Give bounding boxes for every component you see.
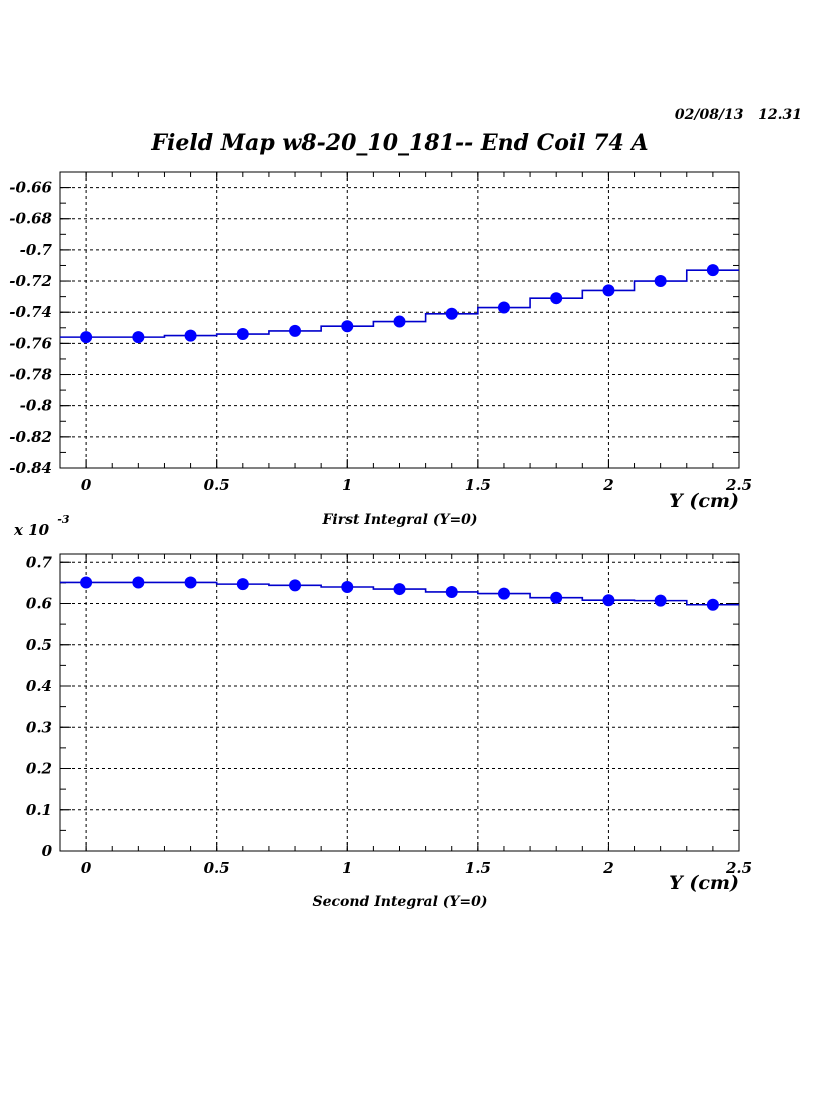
x-tick-label: 0	[81, 476, 92, 494]
plot-frame	[59, 553, 740, 852]
x-tick-label: 2	[602, 476, 613, 494]
series-step-line	[60, 269, 739, 338]
data-point	[445, 585, 458, 598]
y-tick-labels: 0 0.1 0.2 0.3 0.4 0.5 0.6 0.7	[26, 553, 53, 860]
y-tick-label: 0.1	[26, 801, 52, 819]
y-tick-label: -0.7	[20, 241, 53, 259]
data-point	[132, 331, 145, 344]
data-point	[654, 594, 667, 607]
data-point	[236, 578, 249, 591]
y-tick-label: -0.72	[9, 272, 52, 290]
y-tick-label: 0.3	[26, 718, 52, 736]
panel-caption: First Integral (Y=0)	[321, 512, 477, 528]
x-tick-label: 1.5	[465, 476, 491, 494]
data-point	[184, 576, 197, 589]
x-axis-label: Y (cm)	[669, 872, 739, 894]
first-integral-panel: 0 0.5 1 1.5 2 2.5 -0.66-0.68-0.7-0.72-0.74-0.…	[9, 171, 752, 528]
data-point	[289, 579, 302, 592]
data-point	[236, 328, 249, 341]
axis-ticks	[60, 554, 740, 852]
data-point	[706, 264, 719, 277]
y-tick-label: 0.4	[26, 677, 52, 695]
data-point	[654, 275, 667, 288]
data-point	[289, 324, 302, 337]
x-tick-label: 0.5	[204, 859, 230, 877]
y-tick-label: -0.66	[9, 179, 52, 197]
x-tick-label: 2.5	[725, 859, 752, 877]
data-point	[602, 284, 615, 297]
y-multiplier: x 10 -3	[13, 513, 70, 539]
data-point	[341, 320, 354, 333]
data-point	[132, 576, 145, 589]
y-tick-label: -0.78	[9, 366, 52, 384]
y-tick-label: -0.82	[9, 428, 52, 446]
multiplier-base: x 10	[13, 521, 50, 539]
x-tick-label: 0	[81, 859, 92, 877]
step-lines	[60, 581, 739, 606]
y-tick-label: 0.6	[26, 595, 53, 613]
y-tick-label: 0	[42, 842, 53, 860]
data-point	[393, 583, 406, 596]
y-tick-label: 0.2	[26, 760, 52, 778]
data-markers	[80, 264, 719, 344]
y-tick-label: -0.76	[9, 334, 52, 352]
data-point	[706, 598, 719, 611]
plot-frame	[59, 171, 740, 469]
x-axis-label: Y (cm)	[669, 490, 739, 512]
y-tick-labels: -0.66 -0.68 -0.7 -0.72 -0.74 -0.76 -0.78 -0.8 -0…	[9, 179, 52, 477]
y-tick-label: -0.74	[9, 303, 52, 321]
datetime-stamp: 02/08/13 12.31	[675, 107, 802, 123]
panel-caption: Second Integral (Y=0)	[313, 894, 488, 910]
second-integral-panel: x 10 -3 0 0.5 1 1.5 2 2.5 0 0.1 0.2 0.3 0.4 0.5 0.6…	[13, 513, 752, 910]
data-point	[341, 581, 354, 593]
data-point	[550, 591, 563, 604]
y-tick-label: -0.84	[9, 459, 52, 477]
series-step-line	[60, 581, 739, 606]
data-point	[445, 307, 458, 320]
x-tick-label: 1.5	[465, 859, 491, 877]
x-tick-label: 2.5	[725, 476, 752, 494]
data-point	[393, 315, 406, 328]
x-tick-label: 0.5	[204, 476, 230, 494]
y-tick-label: -0.8	[20, 397, 53, 415]
x-tick-label: 2	[602, 859, 613, 877]
figure-title: Field Map w8-20_10_181-- End Coil 74 A	[150, 130, 648, 156]
data-markers	[80, 576, 719, 611]
axis-ticks	[60, 172, 740, 469]
grid-lines	[60, 554, 739, 851]
x-tick-label: 1	[342, 859, 352, 877]
y-tick-label: 0.5	[26, 636, 52, 654]
data-point	[184, 329, 197, 342]
grid-lines	[60, 172, 739, 468]
step-lines	[60, 269, 739, 338]
data-point	[602, 594, 615, 607]
x-tick-label: 1	[342, 476, 352, 494]
data-point	[497, 587, 510, 600]
y-tick-label: 0.7	[26, 553, 53, 571]
y-tick-label: -0.68	[9, 210, 52, 228]
multiplier-exponent: -3	[57, 513, 70, 526]
data-point	[80, 331, 93, 344]
data-point	[80, 576, 93, 589]
x-tick-labels: 0 0.5 1 1.5 2 2.5	[81, 476, 752, 494]
x-tick-labels: 0 0.5 1 1.5 2 2.5	[81, 859, 752, 877]
data-point	[550, 292, 563, 305]
data-point	[497, 301, 510, 314]
